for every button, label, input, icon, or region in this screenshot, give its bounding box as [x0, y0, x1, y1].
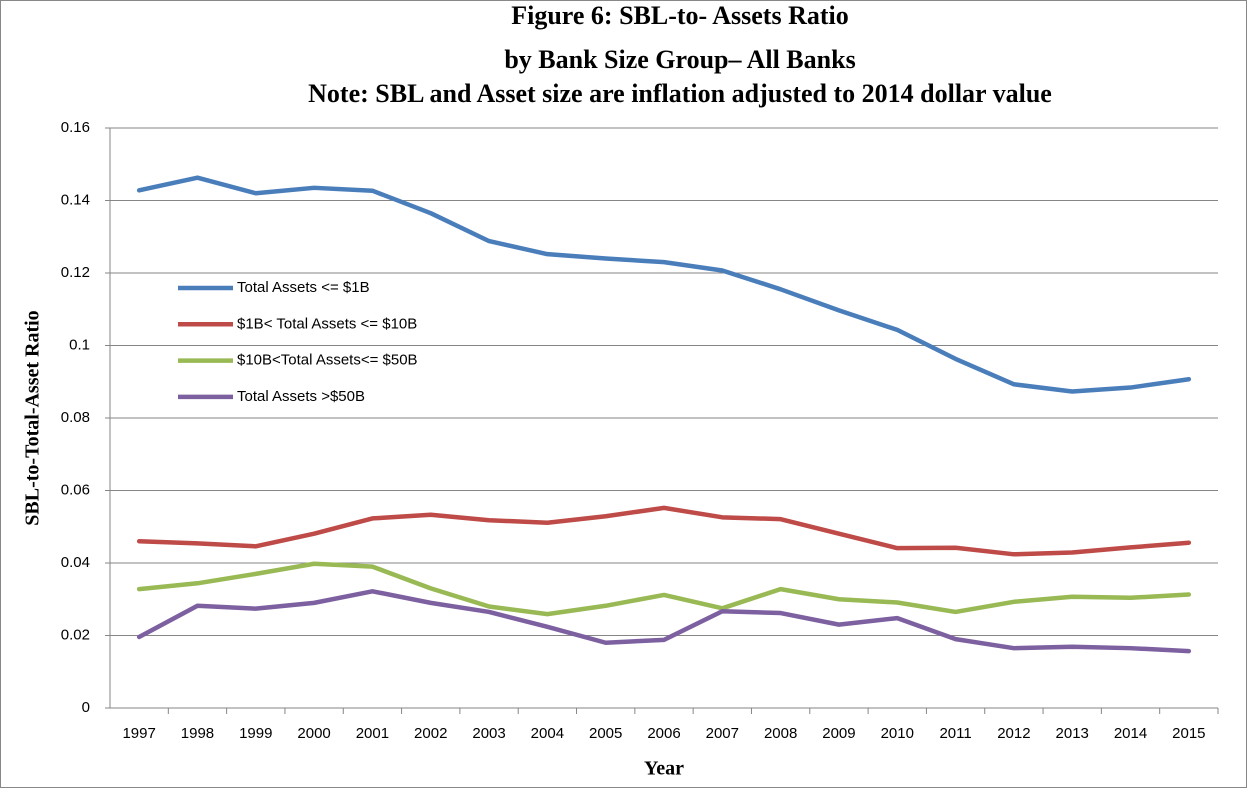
series-line: [136, 505, 1192, 557]
y-tick-label: 0.08: [61, 409, 90, 426]
x-tick-label: 2001: [356, 725, 389, 742]
x-tick-label: 2008: [764, 725, 797, 742]
chart-title: Figure 6: SBL-to- Assets Ratio: [511, 1, 849, 30]
x-tick-label: 2005: [589, 725, 622, 742]
y-axis-title: SBL-to-Total-Asset Ratio: [22, 310, 44, 525]
series-line: [136, 589, 1192, 654]
y-tick-label: 0: [82, 699, 90, 716]
y-tick-label: 0.06: [61, 481, 90, 498]
series-line: [136, 561, 1192, 617]
legend-label: $10B<Total Assets<= $50B: [237, 352, 418, 369]
x-tick-label: 2006: [647, 725, 680, 742]
y-tick-label: 0.1: [69, 336, 90, 353]
x-tick-label: 1999: [239, 725, 272, 742]
x-tick-label: 2012: [997, 725, 1030, 742]
chart-title: by Bank Size Group– All Banks: [504, 45, 855, 74]
x-tick-label: 2007: [706, 725, 739, 742]
x-tick-label: 2009: [822, 725, 855, 742]
y-tick-label: 0.02: [61, 626, 90, 643]
x-tick-label: 2003: [472, 725, 505, 742]
legend-label: Total Assets >$50B: [237, 388, 365, 405]
x-tick-label: 2013: [1056, 725, 1089, 742]
legend-label: Total Assets <= $1B: [237, 279, 370, 296]
series-line: [136, 175, 1192, 394]
x-tick-label: 2004: [531, 725, 564, 742]
x-tick-label: 1997: [122, 725, 155, 742]
x-tick-label: 2000: [297, 725, 330, 742]
y-tick-label: 0.14: [61, 191, 90, 208]
chart-title: Note: SBL and Asset size are inflation a…: [308, 79, 1052, 108]
x-tick-label: 2011: [939, 725, 971, 742]
x-tick-label: 2010: [881, 725, 914, 742]
y-tick-label: 0.16: [61, 119, 90, 136]
y-tick-label: 0.04: [61, 554, 90, 571]
x-axis-title: Year: [644, 758, 684, 780]
x-tick-label: 2015: [1172, 725, 1205, 742]
x-tick-label: 2002: [414, 725, 447, 742]
legend-label: $1B< Total Assets <= $10B: [237, 315, 417, 332]
y-tick-label: 0.12: [61, 264, 90, 281]
x-tick-label: 2014: [1114, 725, 1147, 742]
x-tick-label: 1998: [181, 725, 214, 742]
